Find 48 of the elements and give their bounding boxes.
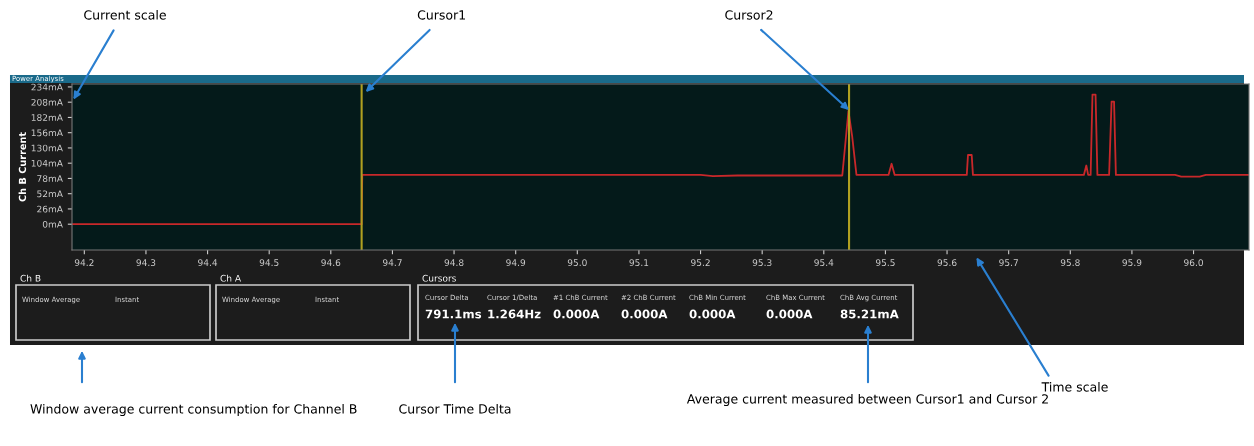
text: Window average current consumption for Channel B (30, 403, 357, 417)
x-tick-label: 95.0 (567, 259, 587, 267)
x-tick-label: 94.3 (136, 259, 156, 267)
x-tick-label: 95.8 (1060, 259, 1080, 267)
y-tick-label: 104mA (31, 159, 63, 167)
text: 791.1ms (425, 309, 482, 319)
x-tick-label: 94.6 (321, 259, 341, 267)
x-tick-label: 94.8 (444, 259, 464, 267)
text: Time scale (1041, 381, 1108, 392)
x-tick-label: 94.4 (198, 259, 218, 267)
text: Average current measured between Cursor1 and Cursor 2 (686, 393, 1048, 407)
text: 0.000A (553, 309, 600, 319)
x-tick-label: 95.6 (937, 259, 957, 267)
y-tick-label: 182mA (31, 114, 63, 121)
text: Current scale (84, 9, 166, 20)
y-tick-label: 156mA (31, 129, 63, 137)
text: 0.000A (689, 309, 736, 319)
text: 0.000A (621, 309, 668, 319)
x-tick-label: 96.0 (1184, 259, 1203, 267)
text: Ch B (20, 274, 41, 282)
text: Cursors (422, 274, 456, 282)
ref-line-label: Cursor1 (417, 10, 465, 20)
y-tick-label: 78mA (37, 175, 63, 182)
x-tick-label: 94.7 (382, 259, 402, 267)
x-tick-label: 94.2 (74, 259, 94, 267)
text: Ch A (220, 274, 241, 282)
x-tick-label: 95.7 (999, 259, 1018, 267)
x-tick-label: 95.2 (691, 259, 710, 267)
y-tick-label: 234mA (31, 83, 63, 91)
x-tick-label: 95.1 (629, 259, 649, 267)
text: 0.000A (766, 309, 813, 319)
x-tick-label: 95.3 (752, 259, 772, 267)
ref-line-label: Cursor2 (725, 10, 773, 20)
x-tick-label: 94.5 (259, 259, 279, 267)
y-tick-label: 130mA (31, 144, 63, 152)
y-tick-label: 0mA (42, 220, 63, 228)
line-series (72, 93, 1249, 226)
x-tick-label: 94.9 (506, 259, 526, 267)
y-tick-label: 26mA (37, 205, 63, 213)
x-tick-label: 95.5 (875, 259, 895, 267)
x-tick-label: 95.4 (814, 259, 834, 267)
text: 85.21mA (840, 309, 899, 319)
text: 1.264Hz (488, 309, 541, 319)
y-tick-label: 208mA (31, 98, 63, 106)
y-axis-title: Ch B Current (18, 132, 27, 202)
y-tick-label: 52mA (37, 190, 63, 198)
text: Cursor Time Delta (399, 403, 511, 414)
x-tick-label: 95.9 (1122, 259, 1142, 267)
